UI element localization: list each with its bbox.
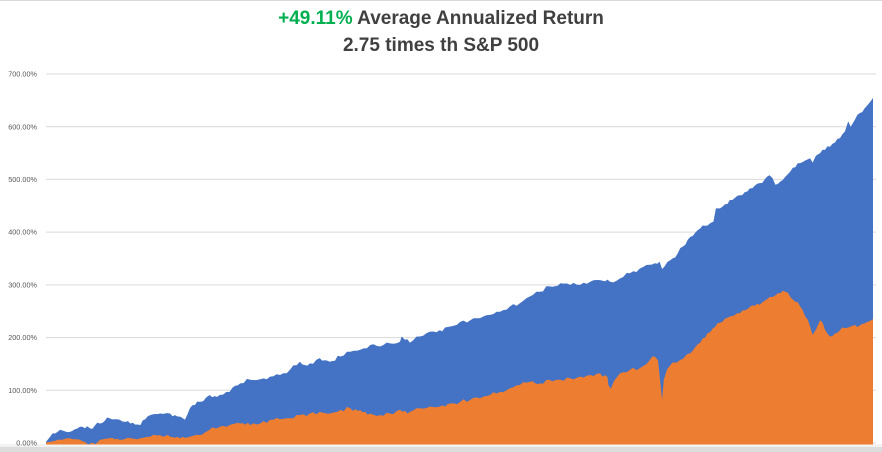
chart-title-line1: +49.11% Average Annualized Return — [0, 5, 882, 32]
y-tick-label: 100.00% — [8, 386, 37, 395]
y-tick-label: 400.00% — [8, 228, 37, 237]
title-return-text: Average Annualized Return — [352, 8, 604, 29]
blue-series-area — [46, 97, 873, 445]
y-tick-label: 0.00% — [16, 439, 37, 448]
y-tick-label: 300.00% — [8, 281, 37, 290]
chart-title: +49.11% Average Annualized Return 2.75 t… — [0, 5, 882, 59]
bottom-strip-light — [0, 444, 882, 447]
chart-title-line2: 2.75 times th S&P 500 — [342, 35, 540, 56]
y-tick-label: 500.00% — [8, 175, 37, 184]
top-border-line — [0, 0, 882, 1]
orange-series-area — [46, 290, 873, 445]
y-tick-label: 200.00% — [8, 333, 37, 342]
title-return-value: +49.11% — [278, 8, 353, 29]
y-tick-label: 600.00% — [8, 122, 37, 131]
y-tick-label: 700.00% — [8, 70, 37, 79]
bottom-strip-gray — [0, 447, 882, 452]
y-axis: 0.00% 100.00% 200.00% 300.00% 400.00% 500.00%… — [8, 70, 37, 448]
